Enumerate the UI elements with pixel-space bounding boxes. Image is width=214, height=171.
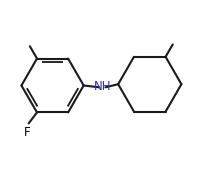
- Text: NH: NH: [94, 80, 111, 93]
- Text: F: F: [24, 126, 31, 139]
